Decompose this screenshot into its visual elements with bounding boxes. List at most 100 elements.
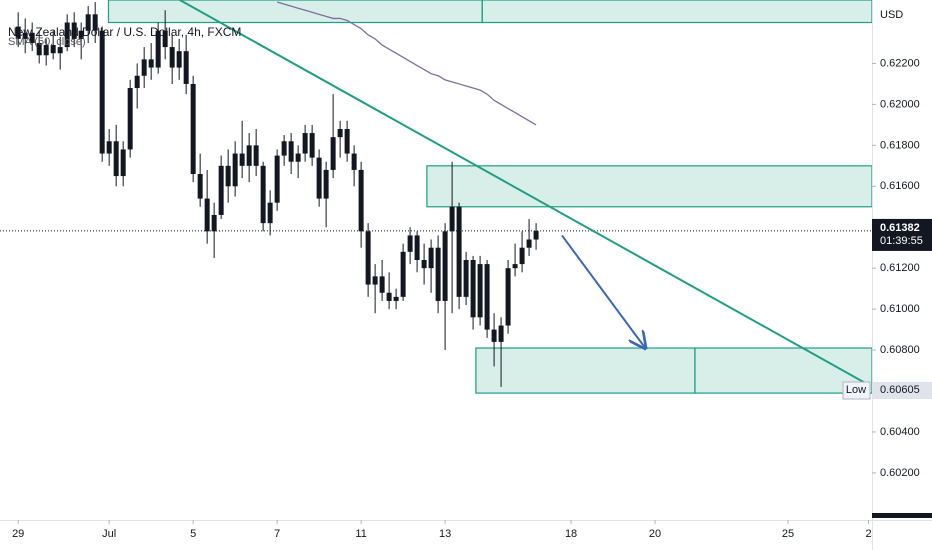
candle-body <box>372 276 378 285</box>
y-tick-label: 0.61800 <box>880 139 920 151</box>
zone <box>481 0 872 24</box>
candle-body <box>337 128 343 138</box>
candle-body <box>442 231 448 301</box>
candle-body <box>484 264 490 330</box>
candle-body <box>260 165 266 224</box>
candle-body <box>225 165 231 187</box>
indicator-label: SMA (50, close) <box>8 36 86 48</box>
candle-body <box>435 247 441 301</box>
y-tick-label: 0.60400 <box>880 426 920 438</box>
candle-body <box>393 296 399 301</box>
y-tick-label: 0.60200 <box>880 467 920 479</box>
candle-body <box>176 51 182 68</box>
x-tick-label: Jul <box>102 528 116 540</box>
chart-title: New Zealand Dollar / U.S. Dollar, 4h, FX… <box>8 25 241 39</box>
candle-body <box>106 141 112 154</box>
candle-body <box>127 88 133 150</box>
candle-body <box>211 214 217 232</box>
candle-body <box>190 83 196 175</box>
candle-body <box>288 141 294 162</box>
x-tick-label: 18 <box>565 528 577 540</box>
current-price-label: 0.61382 <box>880 222 920 234</box>
candle-body <box>470 260 476 318</box>
candle-body <box>183 51 189 84</box>
candle-body <box>169 47 175 68</box>
candle-body <box>29 32 35 43</box>
candle-body <box>379 276 385 293</box>
candle-body <box>218 165 224 215</box>
zone <box>426 165 872 208</box>
candle-body <box>519 247 525 265</box>
low-value-box <box>872 382 932 399</box>
candle-body <box>407 235 413 252</box>
candle-body <box>295 153 301 162</box>
candle-body <box>421 260 427 269</box>
candle-body <box>155 30 161 68</box>
candle-body <box>302 133 308 154</box>
candle-body <box>358 169 364 232</box>
y-tick-label: 0.60800 <box>880 344 920 356</box>
candle-body <box>99 30 105 154</box>
x-tick-label: 29 <box>12 528 24 540</box>
zone <box>475 347 696 394</box>
candle-body <box>414 235 420 260</box>
x-tick-label: 2 <box>865 528 871 540</box>
candle-body <box>365 231 371 285</box>
candle-body <box>449 206 455 232</box>
x-tick-label: 20 <box>649 528 661 540</box>
x-tick-label: 25 <box>782 528 794 540</box>
x-tick-label: 5 <box>190 528 196 540</box>
candle-body <box>92 14 98 31</box>
candle-body <box>36 42 42 56</box>
candle-body <box>246 145 252 166</box>
candle-body <box>113 141 119 177</box>
candle-body <box>400 251 406 297</box>
candle-body <box>197 174 203 199</box>
countdown-label: 01:39:55 <box>880 235 923 247</box>
candle-body <box>505 268 511 326</box>
y-tick-label: 0.61600 <box>880 180 920 192</box>
y-tick-label: 0.62200 <box>880 57 920 69</box>
candle-body <box>134 75 140 89</box>
candle-body <box>463 260 469 297</box>
candle-body <box>43 45 49 56</box>
candle-body <box>512 264 518 269</box>
candle-body <box>232 153 238 187</box>
trend-line <box>179 0 866 384</box>
candle-body <box>274 155 280 203</box>
x-tick-label: 7 <box>274 528 280 540</box>
candle-body <box>477 264 483 318</box>
candle-body <box>386 292 392 301</box>
projection-arrow <box>561 234 645 348</box>
candle-body <box>323 169 329 199</box>
sma-line <box>276 1 537 126</box>
candle-body <box>64 22 70 48</box>
low-tag-box <box>842 381 871 400</box>
candle-body <box>148 59 154 68</box>
candle-body <box>22 32 28 39</box>
x-tick-label: 13 <box>439 528 451 540</box>
candle-body <box>281 141 287 156</box>
candle-body <box>428 247 434 269</box>
candle-body <box>204 198 210 232</box>
candle-body <box>120 149 126 177</box>
candle-body <box>162 30 168 48</box>
y-tick-label: 0.61200 <box>880 262 920 274</box>
candle-body <box>344 128 350 154</box>
low-value-label: 0.60605 <box>880 384 920 396</box>
x-tick-label: 11 <box>355 528 366 540</box>
candle-body <box>85 14 91 31</box>
candle-body <box>491 329 497 342</box>
y-tick-label: 0.61000 <box>880 303 920 315</box>
candle-body <box>498 325 504 342</box>
candle-body <box>253 145 259 166</box>
current-price-box <box>872 218 932 251</box>
candle-body <box>71 22 77 39</box>
candle-body <box>50 45 56 54</box>
zone <box>107 0 483 24</box>
candle-body <box>351 153 357 170</box>
candle-body <box>78 30 84 39</box>
plot-area <box>0 0 872 394</box>
candle-body <box>533 230 539 240</box>
